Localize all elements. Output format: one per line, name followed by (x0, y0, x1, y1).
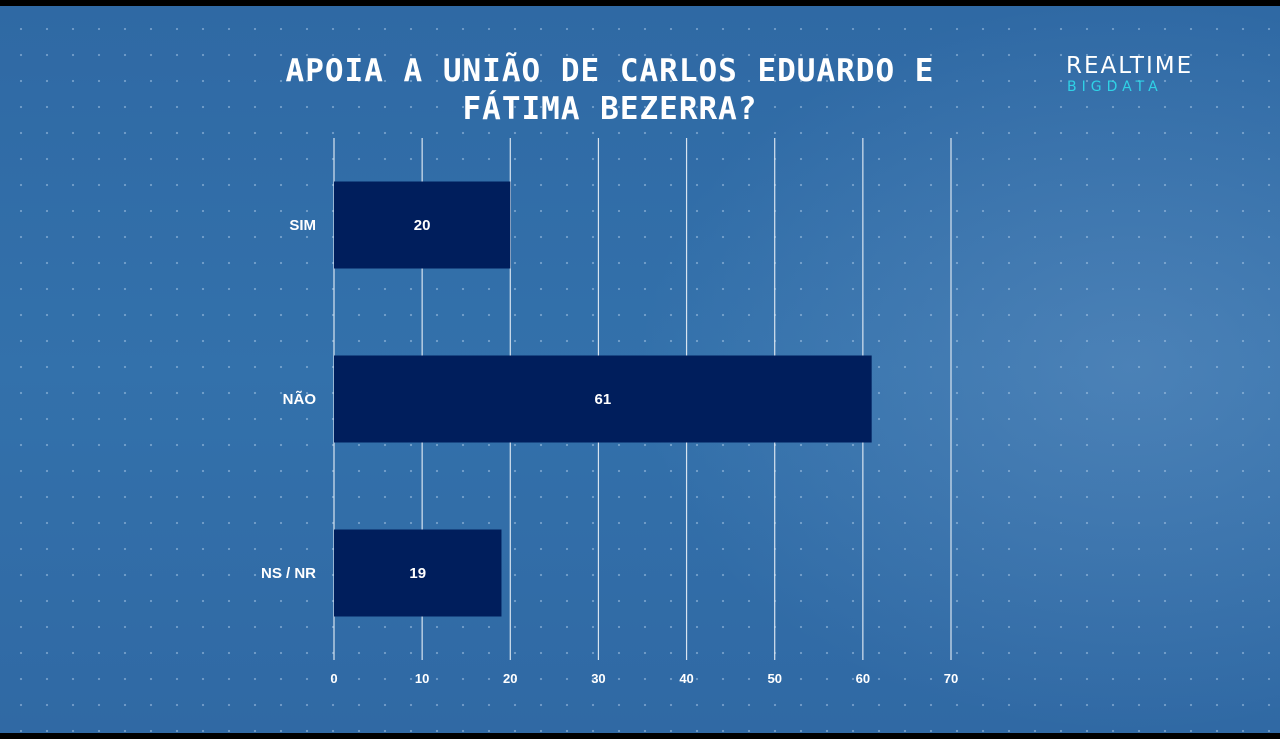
bar (334, 355, 872, 443)
value-label: 20 (414, 217, 431, 234)
bar (334, 181, 511, 269)
bar (334, 529, 502, 617)
category-label: NS / NR (261, 565, 316, 582)
value-label: 19 (409, 565, 426, 582)
logo-sub-text: BIGDATA (1067, 79, 1163, 95)
value-label: 61 (594, 391, 611, 408)
x-tick-label: 60 (856, 671, 870, 686)
category-label: NÃO (283, 390, 317, 408)
x-tick-label: 40 (679, 671, 693, 686)
x-tick-label: 70 (944, 671, 958, 686)
bars (334, 181, 872, 617)
logo-main-text: REALTIME (1066, 53, 1194, 79)
x-tick-label: 30 (591, 671, 605, 686)
chart-title: APOIA A UNIÃO DE CARLOS EDUARDO E FÁTIMA … (285, 53, 935, 127)
value-labels: 20 61 19 (409, 217, 611, 582)
category-labels: SIM NÃO NS / NR (261, 217, 316, 582)
x-tick-label: 0 (330, 671, 337, 686)
x-tick-label: 20 (503, 671, 517, 686)
category-label: SIM (289, 217, 316, 234)
x-tick-label: 10 (415, 671, 429, 686)
x-tick-label: 50 (767, 671, 781, 686)
x-axis-ticks: 0 10 20 30 40 50 60 70 (330, 671, 958, 686)
realtime-bigdata-logo: REALTIME BIGDATA (1066, 52, 1196, 94)
